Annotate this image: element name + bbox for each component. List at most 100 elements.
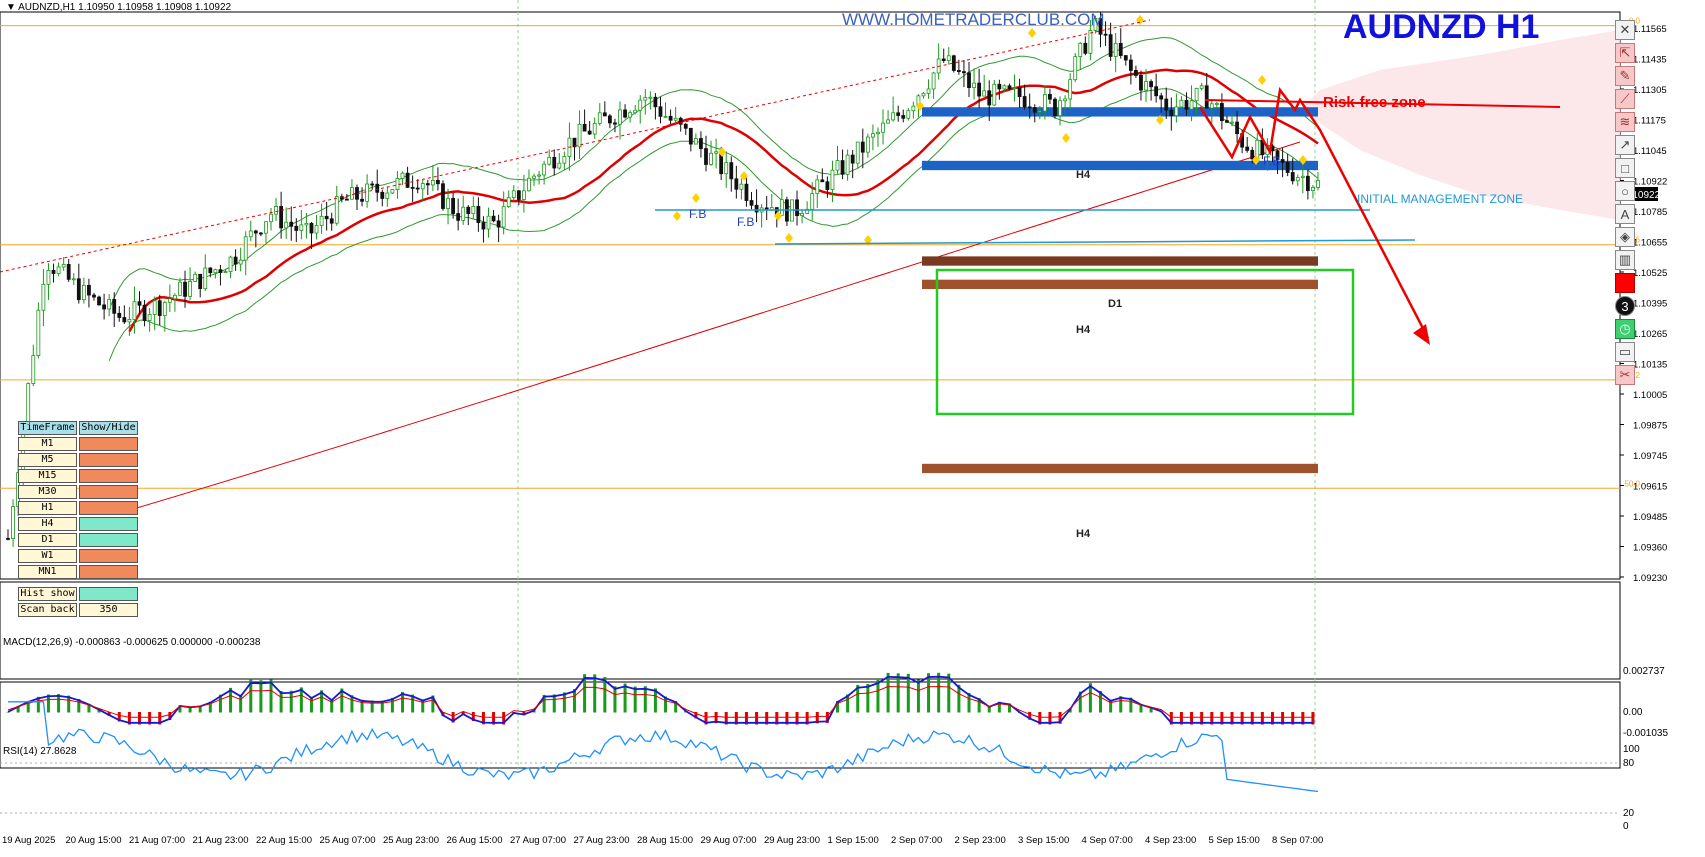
cursor-icon[interactable]: ⇱	[1615, 43, 1635, 63]
tf-toggle[interactable]	[79, 469, 138, 483]
macd-bar	[1038, 712, 1042, 725]
candle-body	[633, 109, 638, 114]
candle-body	[835, 160, 840, 171]
candle-body	[1068, 79, 1073, 100]
rectangle-icon[interactable]: □	[1615, 158, 1635, 178]
macd-bar	[1007, 703, 1011, 713]
tf-toggle[interactable]	[79, 565, 138, 579]
candle-body	[279, 206, 284, 229]
macd-bar	[937, 672, 941, 713]
candle-body	[607, 115, 612, 124]
tf-toggle[interactable]	[79, 437, 138, 451]
candle-body	[648, 96, 653, 99]
candle-body	[663, 115, 668, 118]
close-icon[interactable]: ✕	[1615, 20, 1635, 40]
candle-body	[1179, 99, 1184, 108]
main-panel-frame	[0, 11, 1621, 580]
wave-icon[interactable]: ≋	[1615, 112, 1635, 132]
fill-icon[interactable]: ◈	[1615, 227, 1635, 247]
tf-label: M5	[18, 453, 77, 467]
support-line-lower[interactable]	[774, 239, 1416, 245]
macd-bar	[572, 688, 576, 713]
projection-arrowhead	[1413, 324, 1430, 345]
candle-body	[1053, 98, 1057, 117]
zone-rect	[922, 160, 1318, 171]
tf-toggle[interactable]	[79, 517, 138, 531]
tf-toggle[interactable]	[79, 533, 138, 547]
candle-body	[577, 123, 582, 148]
time-tick-label: 26 Aug 15:00	[447, 835, 503, 846]
macd-bar	[330, 698, 334, 713]
bollinger-upper	[108, 37, 1319, 310]
candle-body	[76, 278, 81, 301]
macd-bar	[1240, 712, 1244, 725]
text-icon[interactable]: A	[1615, 204, 1635, 224]
macd-bar	[36, 696, 40, 713]
rsi-panel-frame	[0, 681, 1621, 769]
macd-bar	[26, 700, 30, 713]
arrow-icon[interactable]: ↗	[1615, 135, 1635, 155]
hist-show-toggle[interactable]	[79, 587, 138, 601]
macd-bar	[168, 712, 172, 721]
tf-row-h4: H4	[18, 517, 140, 531]
candle-body	[415, 187, 420, 190]
macd-bar	[1301, 712, 1305, 725]
width-icon[interactable]: 3	[1615, 296, 1635, 316]
candle-body	[1108, 34, 1113, 57]
diamond-marker	[1028, 28, 1036, 38]
macd-bar	[664, 696, 668, 713]
candle-body	[1316, 180, 1320, 188]
candle-body	[532, 175, 536, 179]
macd-bar	[1058, 712, 1062, 724]
scissors-icon[interactable]: ✂	[1615, 365, 1635, 385]
macd-bar	[704, 712, 708, 725]
circle-icon[interactable]: ○	[1615, 181, 1635, 201]
candle-body	[1280, 159, 1285, 163]
macd-bar	[896, 673, 900, 713]
candle-body	[81, 284, 86, 301]
candle-body	[855, 141, 860, 164]
trash-icon[interactable]: ▥	[1615, 250, 1635, 270]
candle-body	[436, 180, 440, 185]
price-tick-label: 1.09360	[1633, 543, 1667, 554]
trendline-dotted[interactable]	[0, 19, 1151, 273]
color-swatch-icon[interactable]	[1615, 273, 1635, 293]
candle-body	[430, 180, 435, 186]
candle-body	[188, 281, 192, 297]
macd-bar	[562, 692, 566, 713]
candle-body	[1113, 42, 1118, 57]
tf-toggle[interactable]	[79, 549, 138, 563]
candle-body	[1164, 98, 1169, 111]
macd-bar	[967, 692, 971, 713]
candle-body	[562, 156, 567, 164]
candle-body	[395, 178, 400, 190]
candle-body	[709, 152, 713, 165]
zone-rect	[922, 107, 1318, 117]
candle-body	[734, 178, 739, 190]
macd-bar	[127, 712, 131, 725]
pencil-icon[interactable]: ✎	[1615, 66, 1635, 86]
tf-toggle[interactable]	[79, 453, 138, 467]
tf-toggle[interactable]	[79, 485, 138, 499]
macd-bar	[67, 695, 71, 713]
projection-path[interactable]	[1198, 86, 1430, 339]
macd-bar	[6, 712, 10, 713]
monitor-icon[interactable]: ▭	[1615, 342, 1635, 362]
clock-icon[interactable]: ◷	[1615, 319, 1635, 339]
collapse-triangle-icon[interactable]: ▼	[6, 2, 16, 13]
candle-body	[213, 269, 218, 274]
risk-free-line[interactable]	[1204, 99, 1561, 108]
candle-body	[253, 230, 258, 234]
tf-toggle[interactable]	[79, 501, 138, 515]
scan-back-input[interactable]: 350	[79, 603, 138, 617]
line-icon[interactable]: ⟋	[1615, 89, 1635, 109]
candle-body	[1042, 94, 1047, 112]
macd-bar	[755, 712, 759, 725]
candle-body	[269, 213, 273, 223]
time-tick-label: 21 Aug 07:00	[129, 835, 185, 846]
target-box[interactable]	[935, 268, 1355, 416]
candle-body	[173, 294, 177, 300]
macd-bar	[421, 699, 425, 713]
